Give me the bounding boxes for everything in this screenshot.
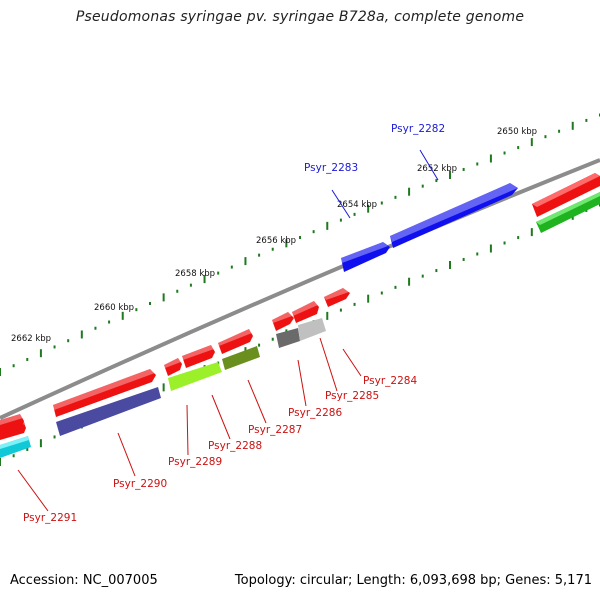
gene-arrow-highlight bbox=[292, 301, 318, 316]
gene-psyr-2288[interactable] bbox=[182, 345, 215, 368]
gene-psyr-2291[interactable] bbox=[0, 414, 24, 435]
gene-label[interactable]: Psyr_2289 bbox=[168, 456, 222, 468]
gene-label[interactable]: Psyr_2286 bbox=[288, 407, 342, 419]
gene-label[interactable]: Psyr_2282 bbox=[391, 123, 445, 135]
gene-callouts: Psyr_2282 Psyr_2283 Psyr_2284 Psyr_2285 Psyr… bbox=[17, 123, 445, 524]
genome-backbone bbox=[0, 158, 600, 420]
gene-arrow-highlight bbox=[0, 414, 23, 425]
feature-cyan-left-top bbox=[0, 436, 29, 449]
gene-arrow bbox=[0, 414, 24, 435]
gene-arrow-highlight bbox=[182, 345, 214, 360]
gene-psyr-2282[interactable] bbox=[390, 183, 518, 248]
gene-arrow-highlight bbox=[53, 369, 155, 410]
callout-line bbox=[211, 394, 231, 440]
feature-olive bbox=[222, 346, 260, 370]
ruler-labels: 2650 kbp 2652 kbp 2654 kbp 2656 kbp 2658 kbp… bbox=[11, 127, 537, 344]
gene-psyr-2284[interactable] bbox=[324, 288, 350, 307]
gene-psyr-2283[interactable] bbox=[341, 242, 390, 272]
gene-label[interactable]: Psyr_2288 bbox=[208, 440, 262, 452]
gene-psyr-2289[interactable] bbox=[164, 358, 182, 376]
gene-arrow bbox=[218, 329, 253, 354]
gene-arrow-highlight bbox=[341, 242, 388, 263]
ruler-label: 2658 kbp bbox=[175, 269, 215, 279]
gene-arrow-highlight bbox=[164, 358, 181, 368]
gene-arrow-highlight bbox=[324, 288, 349, 300]
callout-line bbox=[331, 189, 351, 219]
topology-text: Topology: circular; Length: 6,093,698 bp… bbox=[234, 573, 592, 588]
gene-arrow bbox=[272, 312, 294, 331]
ruler-label: 2652 kbp bbox=[417, 164, 457, 174]
callout-line bbox=[297, 359, 307, 407]
feature-green-right-top bbox=[536, 192, 600, 225]
map-title: Pseudomonas syringae pv. syringae B728a,… bbox=[75, 9, 525, 25]
gene-psyr-2286[interactable] bbox=[272, 312, 294, 331]
gene-arrow-highlight bbox=[390, 183, 518, 242]
callout-line bbox=[319, 337, 338, 392]
callout-line bbox=[186, 404, 189, 456]
gene-label[interactable]: Psyr_2290 bbox=[113, 478, 167, 490]
gene-arrow bbox=[182, 345, 215, 368]
feature-slate bbox=[56, 387, 161, 436]
feature-red-right-upper-top bbox=[532, 173, 600, 207]
gene-label[interactable]: Psyr_2283 bbox=[304, 162, 358, 174]
callout-line bbox=[17, 469, 49, 512]
gene-arrow-highlight bbox=[218, 329, 252, 346]
gene-arrow-highlight bbox=[272, 312, 292, 323]
callout-line bbox=[247, 379, 267, 424]
ruler-label: 2660 kbp bbox=[94, 303, 134, 313]
gene-arrow bbox=[324, 288, 350, 307]
feature-gray-dark bbox=[276, 328, 300, 348]
ruler-label: 2650 kbp bbox=[497, 127, 537, 137]
callout-line bbox=[342, 348, 362, 377]
callout-line bbox=[419, 149, 439, 181]
gene-psyr-2287[interactable] bbox=[218, 329, 253, 354]
ruler-label: 2654 kbp bbox=[337, 200, 377, 210]
gene-arrow bbox=[53, 369, 156, 417]
gene-psyr-2290[interactable] bbox=[53, 369, 156, 417]
gene-arrow bbox=[341, 242, 390, 272]
gene-label[interactable]: Psyr_2285 bbox=[325, 390, 379, 402]
callout-line bbox=[117, 432, 136, 477]
gene-label[interactable]: Psyr_2291 bbox=[23, 512, 77, 524]
gene-arrow bbox=[390, 183, 518, 248]
feature-gray-light bbox=[298, 318, 326, 341]
gene-label[interactable]: Psyr_2287 bbox=[248, 424, 302, 436]
gene-features bbox=[0, 183, 518, 435]
gene-arrow bbox=[164, 358, 182, 376]
ruler-label: 2662 kbp bbox=[11, 334, 51, 344]
feature-lime bbox=[168, 362, 222, 391]
gene-psyr-2285[interactable] bbox=[292, 301, 319, 323]
ruler-label: 2656 kbp bbox=[256, 236, 296, 246]
accession-text: Accession: NC_007005 bbox=[10, 573, 158, 588]
gene-label[interactable]: Psyr_2284 bbox=[363, 375, 417, 387]
gene-arrow bbox=[292, 301, 319, 323]
